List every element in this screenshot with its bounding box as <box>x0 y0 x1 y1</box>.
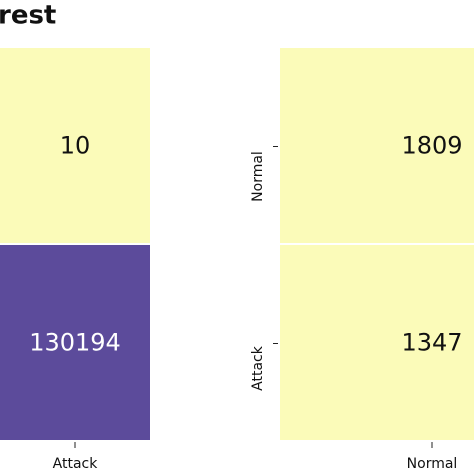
cell-label: 1809 <box>401 132 462 160</box>
cell-label: 10 <box>60 132 91 160</box>
x-tick-label: Attack <box>53 456 99 472</box>
heatmap-cell <box>280 48 474 243</box>
cell-label: 130194 <box>29 329 121 357</box>
heatmap-cell <box>0 48 150 243</box>
heatmap-cell <box>0 245 150 440</box>
chart-title: rest <box>0 1 56 31</box>
cell-label: 1347 <box>401 329 462 357</box>
heatmap-cell <box>280 245 474 440</box>
x-tick-label: Normal <box>407 456 458 472</box>
y-tick-label: Normal <box>250 151 266 202</box>
y-tick-label: Attack <box>250 345 266 391</box>
